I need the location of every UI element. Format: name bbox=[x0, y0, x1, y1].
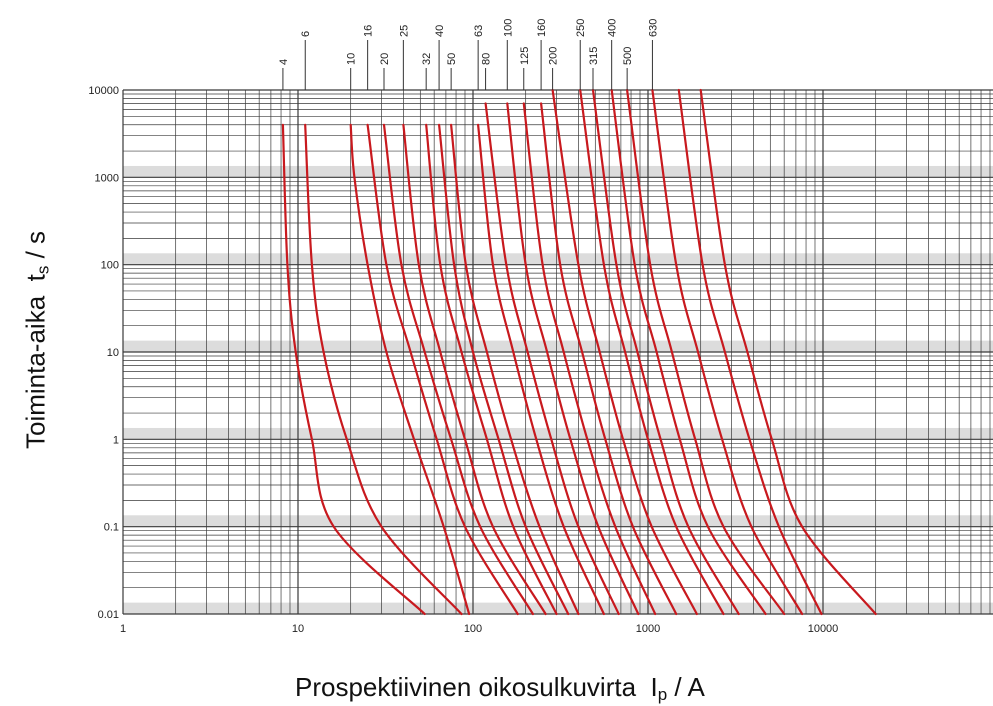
rating-label-100: 100 bbox=[502, 19, 514, 37]
y-tick-label: 1 bbox=[113, 434, 119, 446]
fuse-curve-10 bbox=[349, 123, 471, 616]
grid-band bbox=[123, 165, 993, 178]
grid-band bbox=[123, 602, 993, 614]
rating-leader-lines bbox=[282, 40, 653, 90]
x-tick-label: 10000 bbox=[808, 623, 839, 635]
fuse-curve-400 bbox=[610, 88, 767, 616]
rating-label-40: 40 bbox=[434, 25, 446, 37]
fuse-curve-125 bbox=[522, 102, 657, 616]
grid-band bbox=[123, 427, 993, 440]
fuse-curve-80 bbox=[484, 102, 620, 616]
rating-label-6: 6 bbox=[300, 31, 312, 37]
grid-bands bbox=[123, 165, 993, 614]
rating-label-25: 25 bbox=[398, 25, 410, 37]
fuse-curve-25 bbox=[402, 123, 547, 616]
y-tick-label: 10 bbox=[107, 347, 119, 359]
y-tick-labels: 0.01 0.1 1 10 100 1000 10000 bbox=[88, 85, 119, 621]
fuse-curve-160 bbox=[540, 102, 678, 616]
rating-label-160: 160 bbox=[536, 19, 548, 37]
fuse-curve-4 bbox=[281, 123, 426, 616]
rating-label-630: 630 bbox=[647, 19, 659, 37]
y-tick-label: 100 bbox=[101, 260, 119, 272]
y-tick-label: 1000 bbox=[95, 172, 119, 184]
fuse-curve-16 bbox=[366, 123, 519, 616]
x-tick-labels: 1 10 100 1000 10000 bbox=[120, 623, 838, 635]
fuse-curve-200 bbox=[551, 88, 698, 616]
y-tick-label: 0.1 bbox=[104, 522, 119, 534]
rating-label-80: 80 bbox=[481, 53, 493, 65]
x-tick-label: 10 bbox=[292, 623, 304, 635]
grid-band bbox=[123, 515, 993, 527]
x-tick-label: 100 bbox=[464, 623, 482, 635]
rating-label-50: 50 bbox=[446, 53, 458, 65]
x-axis-title: Prospektiivinen oikosulkuvirta Ip / A bbox=[295, 672, 705, 704]
y-tick-label: 10000 bbox=[88, 85, 119, 97]
rating-label-16: 16 bbox=[363, 25, 375, 37]
rating-label-63: 63 bbox=[473, 25, 485, 37]
rating-label-10: 10 bbox=[346, 53, 358, 65]
rating-label-315: 315 bbox=[588, 47, 600, 65]
fuse-curve-800 bbox=[677, 88, 823, 616]
fuse-curve-32 bbox=[425, 123, 558, 616]
fuse-curve-1000 bbox=[699, 88, 877, 616]
fuse-curve-100 bbox=[506, 102, 640, 616]
rating-label-250: 250 bbox=[575, 19, 587, 37]
rating-label-500: 500 bbox=[622, 47, 634, 65]
y-tick-label: 0.01 bbox=[98, 609, 119, 621]
fuse-curve-63 bbox=[477, 123, 605, 616]
rating-label-20: 20 bbox=[379, 53, 391, 65]
fuse-curve-6 bbox=[304, 123, 463, 616]
rating-label-400: 400 bbox=[607, 19, 619, 37]
fuse-curve-500 bbox=[626, 88, 786, 616]
grid-band bbox=[123, 340, 993, 352]
fuse-curve-630 bbox=[651, 88, 804, 616]
fuse-curve-250 bbox=[579, 88, 725, 616]
rating-label-125: 125 bbox=[519, 47, 531, 65]
fuse-curve-50 bbox=[450, 123, 580, 616]
fuse-curve-40 bbox=[438, 123, 570, 616]
y-axis-title: Toiminta-aika ts / s bbox=[20, 230, 53, 450]
rating-label-4: 4 bbox=[278, 59, 290, 65]
rating-label-200: 200 bbox=[548, 47, 560, 65]
fuse-curve-315 bbox=[591, 88, 740, 616]
x-tick-label: 1000 bbox=[636, 623, 660, 635]
rating-label-32: 32 bbox=[421, 53, 433, 65]
fuse-curves bbox=[281, 88, 877, 616]
x-tick-label: 1 bbox=[120, 623, 126, 635]
fuse-curve-20 bbox=[382, 123, 534, 616]
grid-band bbox=[123, 253, 993, 265]
